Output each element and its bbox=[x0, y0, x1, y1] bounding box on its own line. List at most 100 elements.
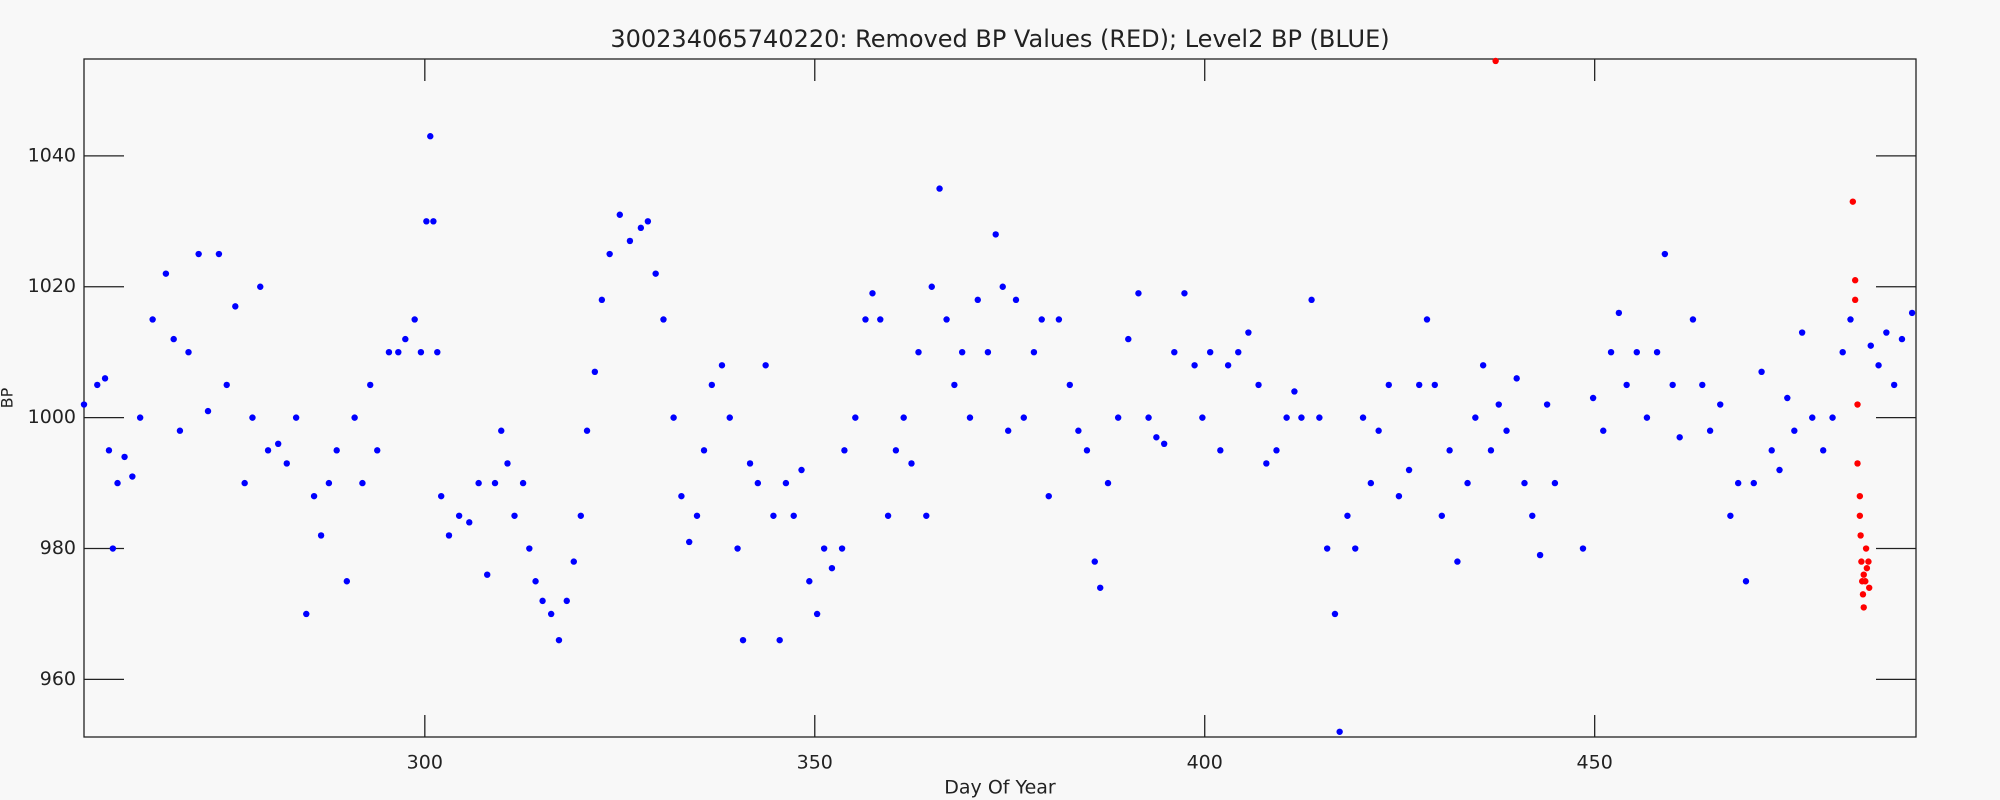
data-point bbox=[1075, 427, 1082, 434]
data-point bbox=[1600, 427, 1607, 434]
data-point bbox=[1860, 571, 1867, 578]
y-axis-label: BP bbox=[0, 387, 17, 408]
data-point bbox=[105, 447, 113, 454]
data-point bbox=[1734, 479, 1742, 487]
data-point bbox=[223, 381, 230, 389]
data-point bbox=[1863, 564, 1871, 572]
data-point bbox=[652, 270, 659, 277]
data-point bbox=[274, 440, 282, 448]
data-point bbox=[170, 335, 177, 343]
data-point bbox=[257, 283, 264, 290]
data-point bbox=[884, 512, 892, 519]
data-point bbox=[1875, 362, 1882, 369]
data-point bbox=[951, 381, 958, 389]
data-point bbox=[411, 316, 418, 323]
data-point bbox=[1331, 610, 1339, 618]
data-point bbox=[1856, 512, 1864, 519]
data-point bbox=[374, 447, 381, 454]
data-point bbox=[149, 316, 156, 323]
data-point bbox=[1020, 414, 1027, 421]
data-point bbox=[806, 578, 813, 585]
data-point bbox=[718, 362, 726, 369]
data-point bbox=[1529, 512, 1536, 519]
data-point bbox=[519, 479, 527, 487]
data-point bbox=[1487, 447, 1495, 454]
data-point bbox=[94, 381, 101, 389]
data-point bbox=[936, 185, 943, 192]
data-point bbox=[1798, 329, 1806, 336]
data-point bbox=[900, 414, 907, 421]
data-point bbox=[491, 479, 499, 487]
data-point bbox=[1224, 362, 1232, 369]
data-point bbox=[417, 348, 425, 356]
data-point bbox=[1727, 512, 1734, 519]
data-point bbox=[176, 427, 184, 434]
data-point bbox=[1784, 394, 1791, 402]
data-point bbox=[359, 479, 366, 487]
data-point bbox=[1851, 296, 1859, 304]
data-point bbox=[958, 348, 966, 356]
data-point bbox=[762, 362, 769, 369]
data-point bbox=[204, 407, 212, 415]
data-point bbox=[504, 460, 511, 467]
x-tick-label: 450 bbox=[1577, 752, 1613, 774]
data-point bbox=[862, 316, 869, 323]
data-point bbox=[325, 479, 333, 487]
data-point bbox=[445, 532, 453, 539]
data-point bbox=[437, 492, 445, 500]
data-point bbox=[1316, 414, 1323, 421]
data-point bbox=[1359, 414, 1367, 421]
data-point bbox=[195, 250, 202, 258]
data-point bbox=[1323, 545, 1331, 552]
data-point bbox=[423, 218, 430, 225]
data-point bbox=[626, 237, 634, 245]
data-point bbox=[1862, 578, 1869, 585]
data-point bbox=[1472, 414, 1479, 421]
data-point bbox=[1171, 348, 1178, 356]
data-point bbox=[539, 597, 546, 605]
data-point bbox=[109, 545, 117, 552]
data-point bbox=[1898, 335, 1906, 343]
data-point bbox=[1245, 329, 1252, 336]
data-point bbox=[1717, 401, 1724, 408]
data-point bbox=[292, 414, 300, 421]
data-point bbox=[1819, 447, 1827, 454]
data-point bbox=[606, 250, 613, 258]
data-point bbox=[1513, 375, 1520, 382]
data-point bbox=[1012, 296, 1020, 304]
data-point bbox=[974, 296, 981, 304]
data-point bbox=[1607, 348, 1615, 356]
data-point bbox=[430, 218, 437, 225]
chart-title: 300234065740220: Removed BP Values (RED)… bbox=[610, 25, 1389, 53]
data-point bbox=[1423, 316, 1431, 323]
data-point bbox=[670, 414, 677, 421]
data-point bbox=[1857, 532, 1864, 539]
data-point bbox=[1298, 414, 1305, 421]
data-point bbox=[999, 283, 1006, 290]
data-point bbox=[434, 348, 441, 356]
data-point bbox=[1104, 479, 1112, 487]
data-point bbox=[1038, 316, 1045, 323]
data-point bbox=[637, 224, 645, 232]
data-point bbox=[686, 538, 693, 546]
data-point bbox=[1750, 479, 1757, 487]
data-point bbox=[1255, 381, 1262, 389]
data-point bbox=[1083, 447, 1091, 454]
data-point bbox=[1859, 591, 1867, 598]
data-point bbox=[1415, 381, 1423, 389]
data-point bbox=[1669, 381, 1676, 389]
data-point bbox=[455, 512, 463, 519]
data-point bbox=[498, 427, 505, 434]
data-point bbox=[1776, 466, 1783, 474]
y-tick-label: 1000 bbox=[28, 406, 76, 428]
data-point bbox=[385, 348, 393, 356]
data-point bbox=[1273, 447, 1280, 454]
data-point bbox=[798, 466, 805, 474]
data-point bbox=[754, 479, 762, 487]
data-point bbox=[1536, 551, 1544, 559]
data-point bbox=[1125, 335, 1132, 343]
data-point bbox=[1375, 427, 1382, 434]
data-point bbox=[1308, 296, 1315, 304]
